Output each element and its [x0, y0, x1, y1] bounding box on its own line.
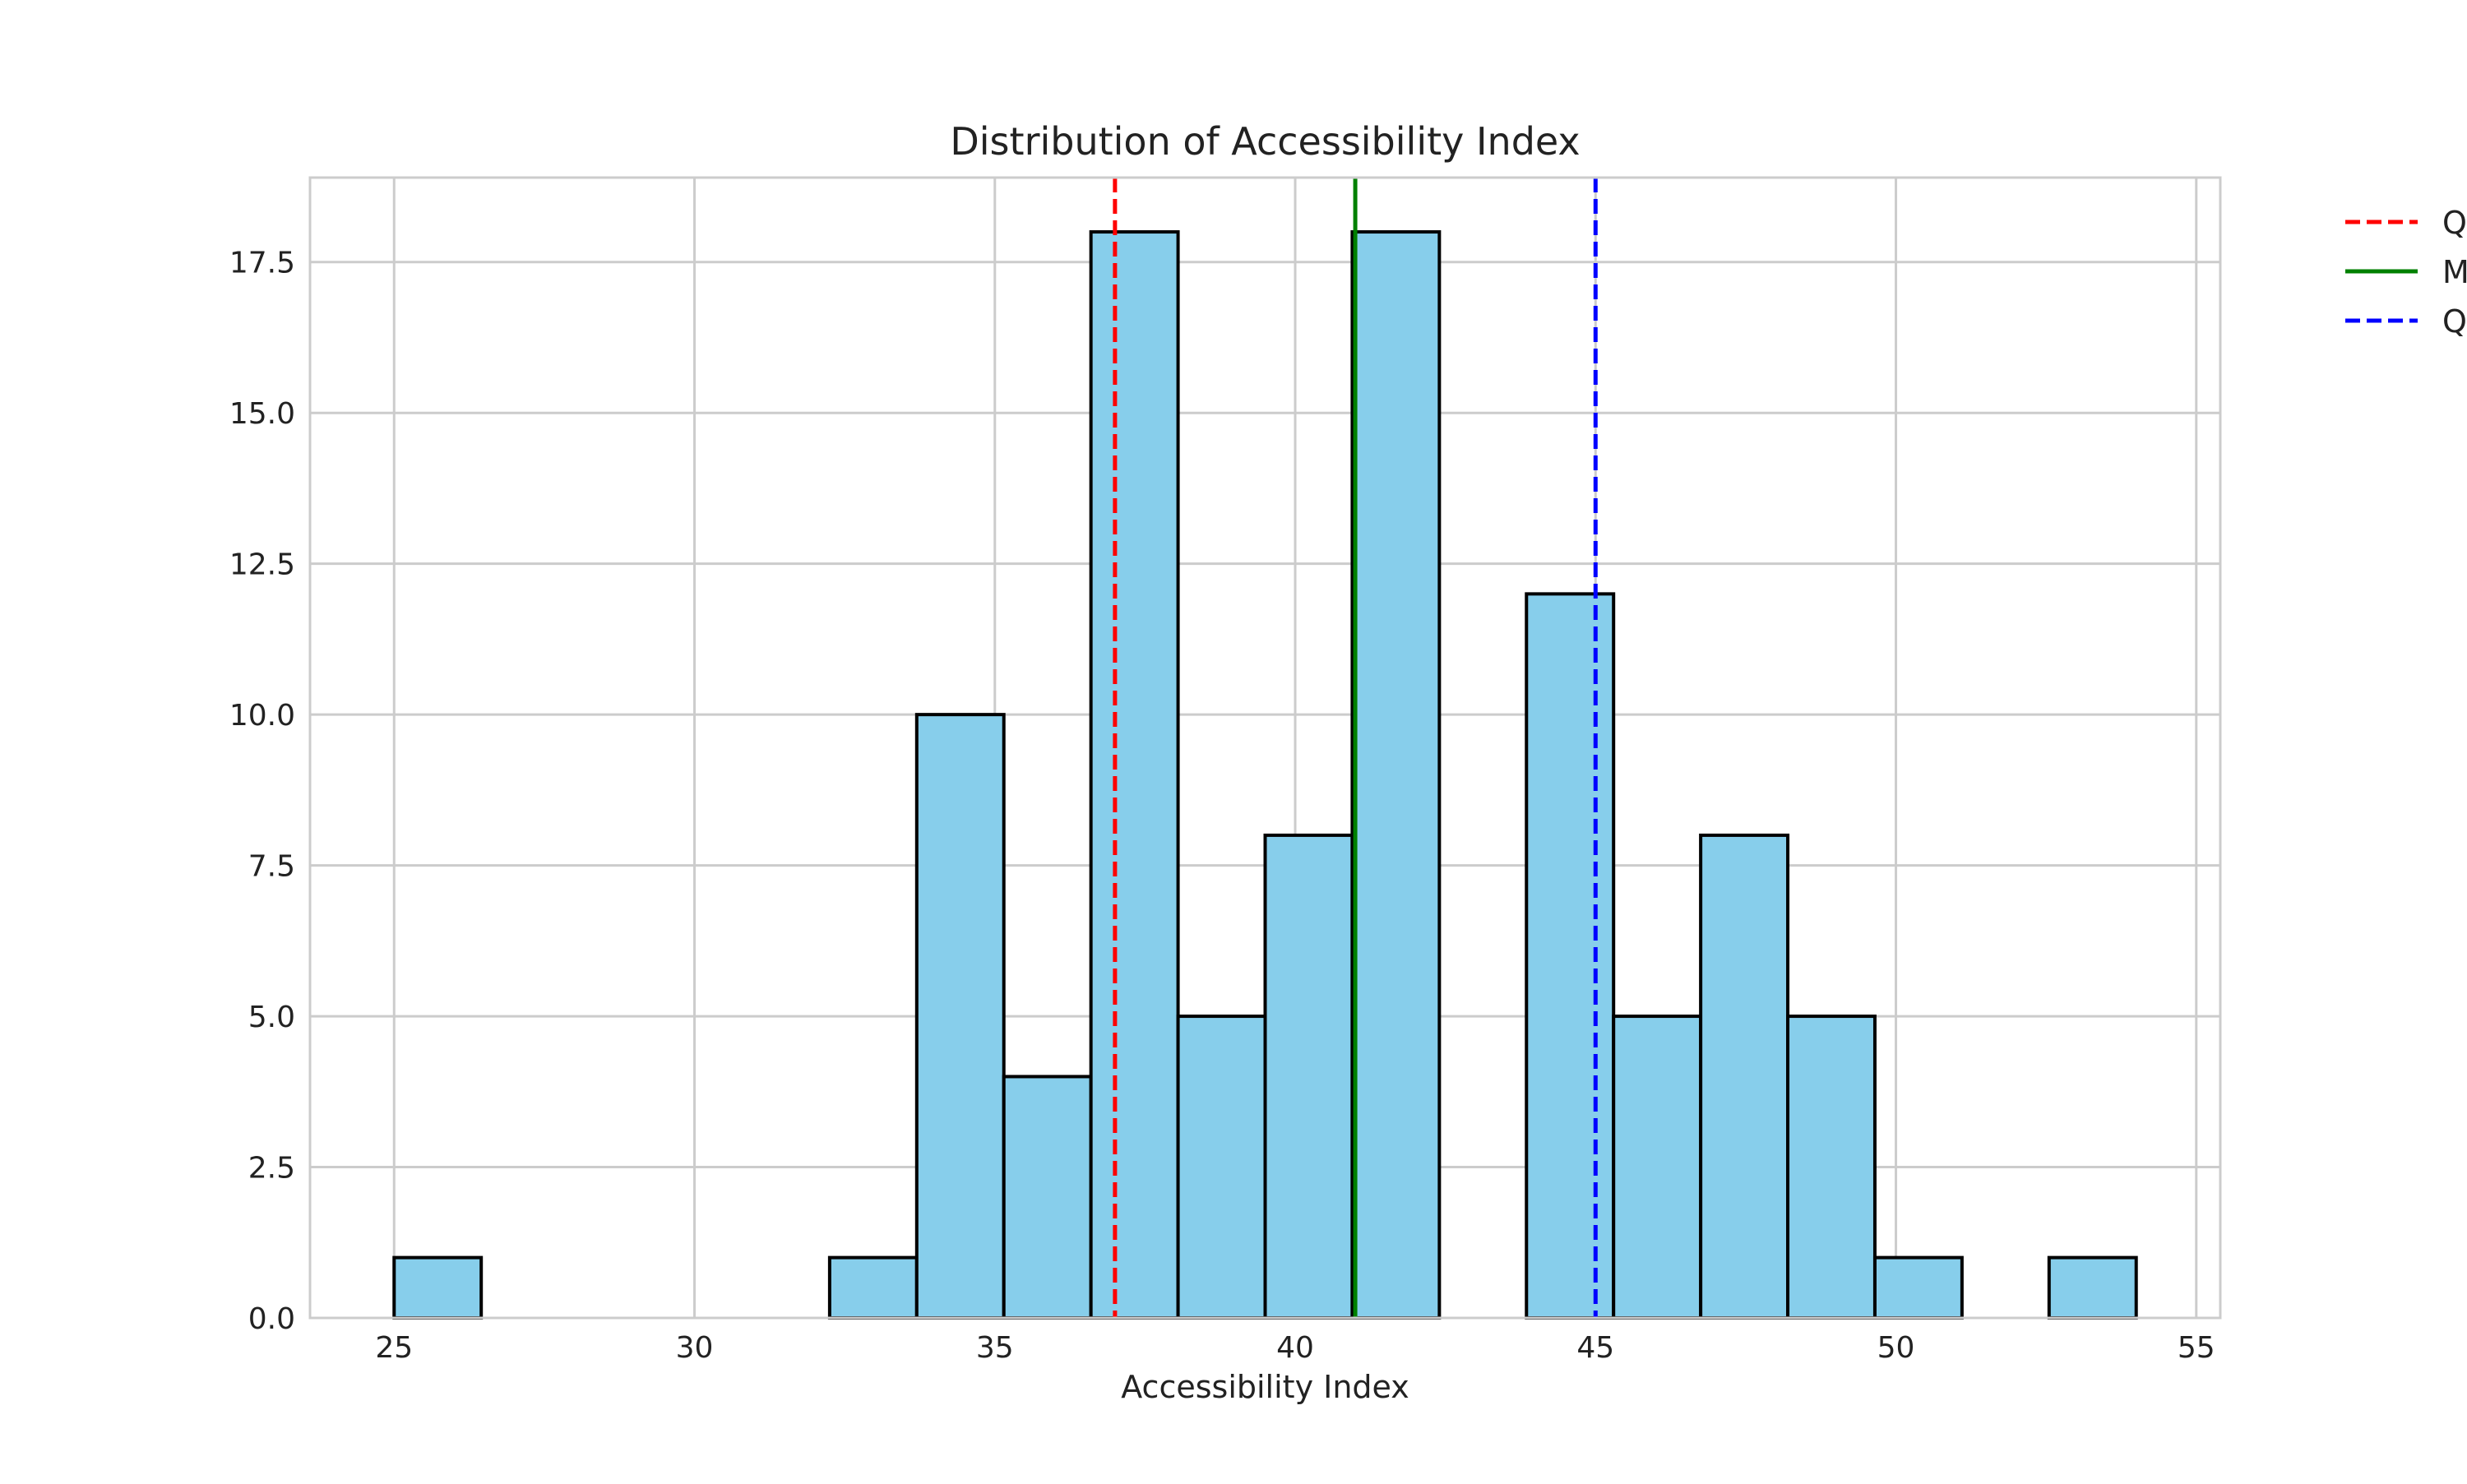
histogram-bar — [1350, 230, 1442, 1320]
chart-title: Distribution of Accessibility Index — [950, 119, 1580, 164]
x-tick-label: 55 — [2178, 1331, 2215, 1365]
tick-labels-layer: 25 30 35 40 45 50 55 0.0 2.5 5.0 7.5 10.0 12.5 15.0 17… — [229, 247, 2215, 1365]
y-tick-label: 12.5 — [229, 548, 295, 582]
legend: QMQ — [2345, 205, 2467, 340]
histogram-bar — [1002, 1075, 1093, 1320]
y-tick-label: 10.0 — [229, 699, 295, 733]
histogram-bar — [1089, 230, 1180, 1320]
y-tick-label: 5.0 — [248, 1001, 295, 1034]
histogram-bar — [1612, 1015, 1703, 1320]
x-tick-label: 35 — [976, 1331, 1014, 1365]
x-tick-label: 30 — [676, 1331, 714, 1365]
x-tick-label: 50 — [1877, 1331, 1915, 1365]
legend-label: Q — [2442, 303, 2467, 340]
histogram-bar — [1263, 833, 1354, 1320]
y-tick-label: 0.0 — [248, 1302, 295, 1336]
y-tick-label: 17.5 — [229, 247, 295, 280]
legend-label: M — [2442, 254, 2467, 290]
y-tick-label: 7.5 — [248, 850, 295, 884]
legend-label: Q — [2442, 205, 2467, 241]
y-tick-label: 15.0 — [229, 397, 295, 431]
x-axis-label: Accessibility Index — [1121, 1369, 1409, 1405]
histogram-bar — [1525, 592, 1616, 1320]
histogram-bar — [827, 1255, 919, 1320]
x-tick-label: 40 — [1276, 1331, 1314, 1365]
bars-layer — [392, 230, 2138, 1320]
histogram-bar — [1872, 1255, 1964, 1320]
histogram-bar — [1176, 1015, 1267, 1320]
reference-lines-layer — [1113, 178, 1598, 1318]
grid-layer — [310, 178, 2220, 1320]
histogram-bar — [1786, 1015, 1877, 1320]
histogram-bar — [1699, 833, 1790, 1320]
x-tick-label: 45 — [1576, 1331, 1614, 1365]
histogram-bar — [2047, 1255, 2138, 1320]
y-tick-label: 2.5 — [248, 1152, 295, 1186]
histogram-bar — [392, 1255, 484, 1320]
plot-frame — [308, 176, 2222, 1320]
x-tick-label: 25 — [375, 1331, 413, 1365]
histogram-bar — [914, 713, 1006, 1320]
